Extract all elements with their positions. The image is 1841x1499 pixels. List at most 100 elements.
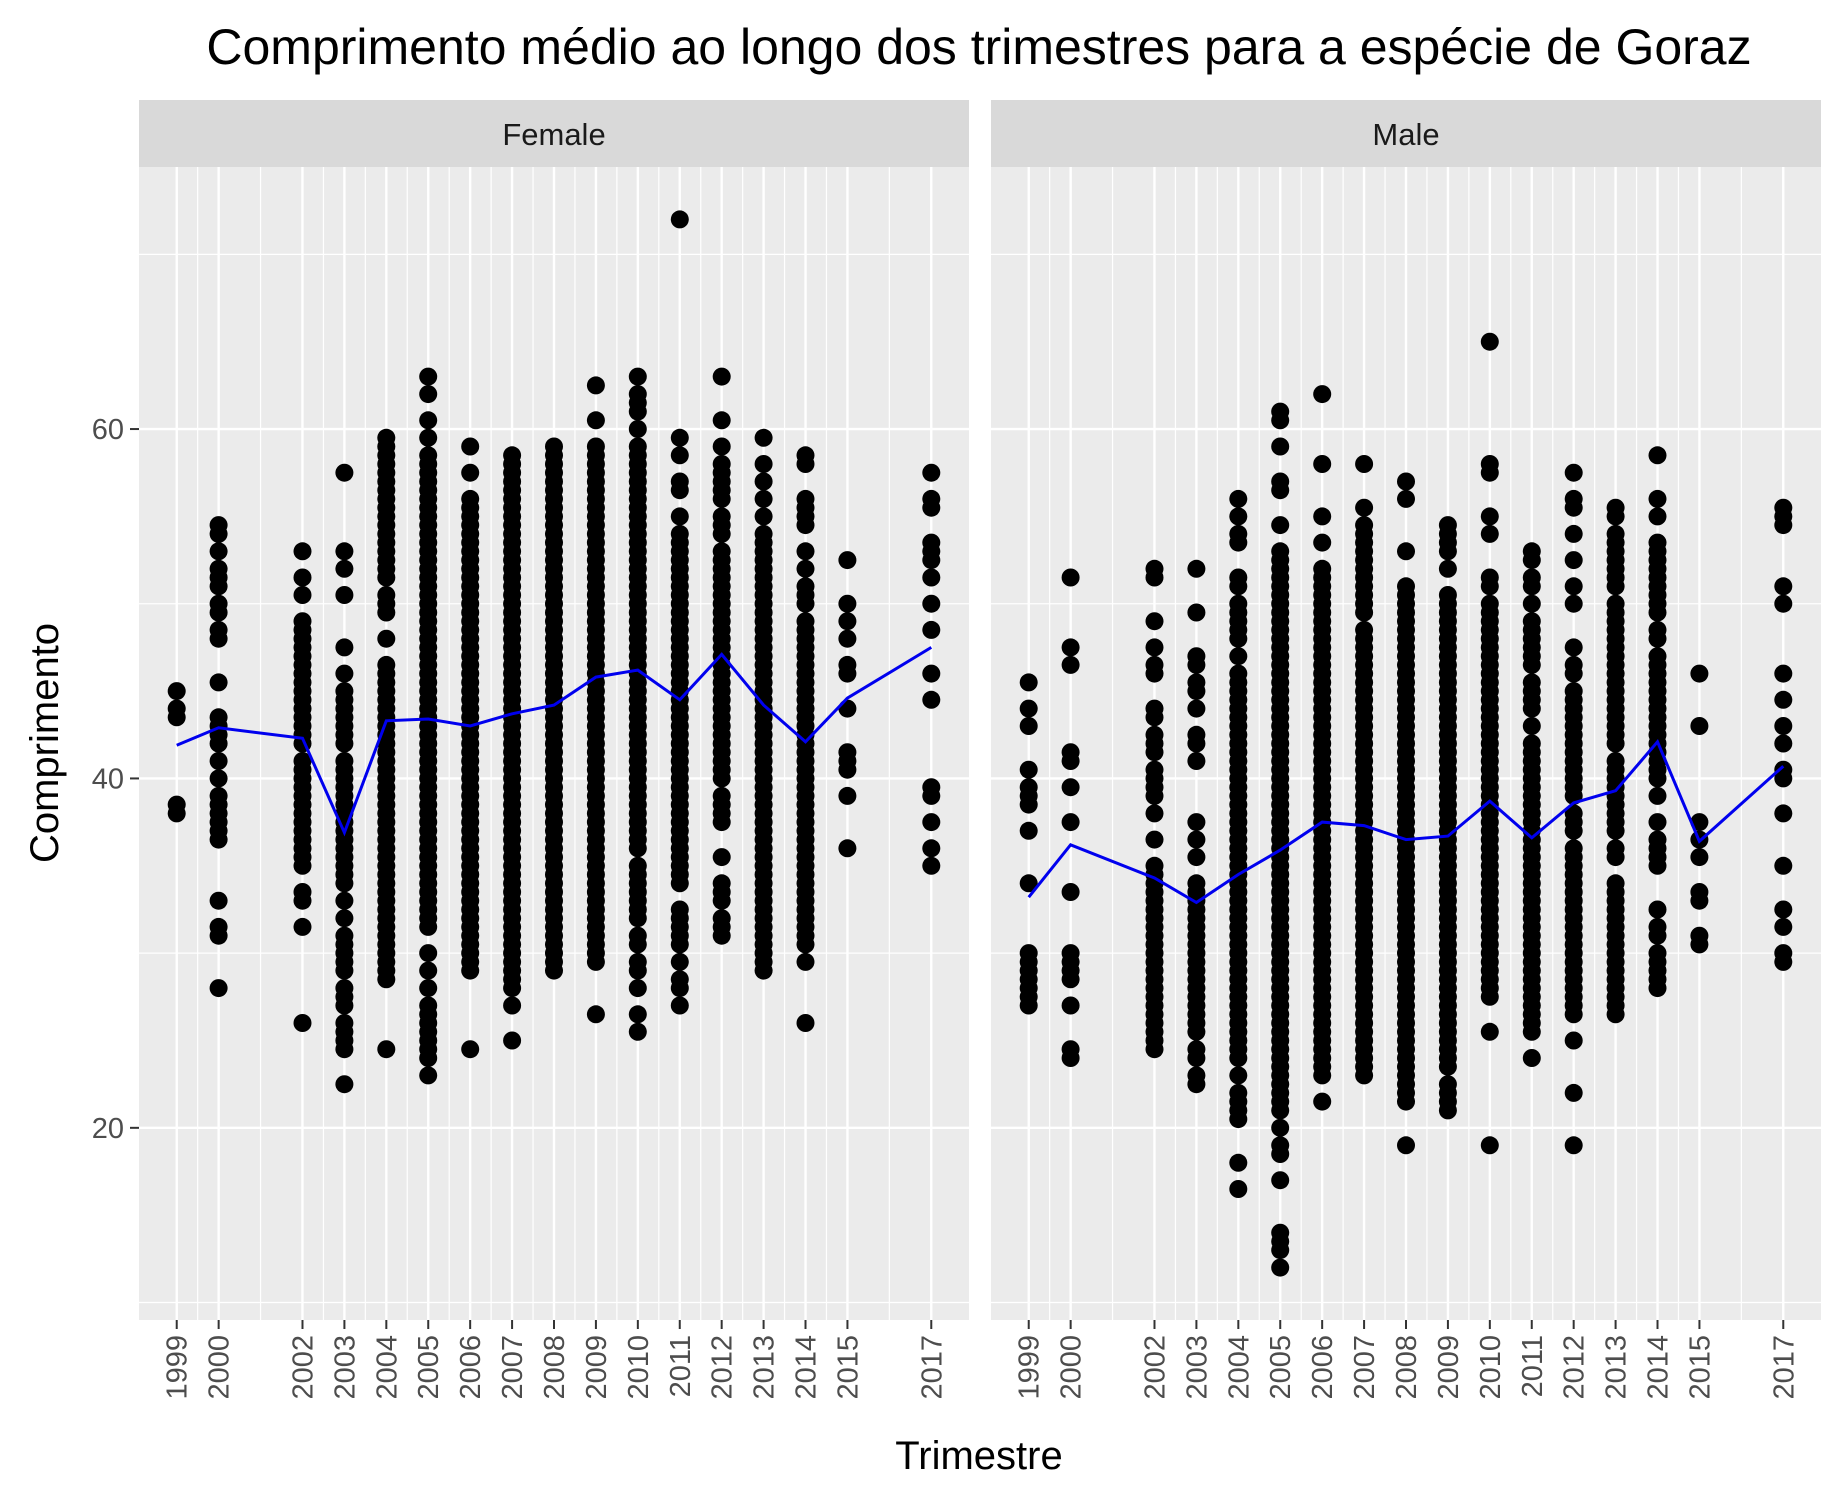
data-point (1774, 917, 1793, 936)
data-point (670, 524, 689, 543)
data-point (796, 612, 815, 631)
y-tick-label: 40 (92, 763, 124, 795)
data-point (838, 612, 857, 631)
data-point (1313, 455, 1332, 473)
data-point (1606, 498, 1625, 517)
data-point (838, 699, 857, 718)
data-point (838, 551, 857, 570)
data-point (377, 655, 396, 674)
data-point (419, 385, 438, 404)
data-point (1522, 734, 1541, 753)
data-point (838, 839, 857, 858)
data-point (1522, 542, 1541, 561)
data-point (1564, 655, 1583, 674)
data-point (1648, 917, 1667, 936)
data-point (1648, 446, 1667, 465)
data-point (628, 420, 647, 438)
data-point (922, 463, 941, 482)
data-point (754, 428, 773, 447)
data-point (335, 638, 354, 657)
x-axis-ticks: 1999 2000 2002 2003 2004 2005 2006 2007 2008 2009… (162, 1320, 948, 1400)
x-tick-label: 2011 (1517, 1335, 1549, 1397)
data-point (1187, 559, 1206, 578)
data-point (1648, 507, 1667, 526)
data-point (1480, 1136, 1499, 1155)
data-point (419, 996, 438, 1015)
data-point (1564, 551, 1583, 570)
data-point (1522, 568, 1541, 587)
data-point (293, 1014, 312, 1032)
facet-female: Female 1999 2000 2002 2003 2004 2005 2006 2007 2… (139, 100, 969, 1400)
x-tick-label: 2006 (455, 1335, 487, 1400)
data-point (293, 883, 312, 901)
data-point (1480, 568, 1499, 587)
data-point (754, 472, 773, 491)
data-point (293, 586, 312, 604)
mean-line-male (1027, 738, 1785, 905)
data-point (1187, 647, 1206, 666)
data-point (712, 848, 731, 867)
data-point (712, 437, 731, 456)
data-point (838, 786, 857, 805)
data-point (1438, 1075, 1457, 1094)
data-point (419, 446, 438, 465)
facet-label-female: Female (502, 117, 605, 152)
data-point (503, 996, 522, 1015)
data-point (335, 752, 354, 770)
data-point (1019, 821, 1038, 840)
data-point (1480, 524, 1499, 543)
data-point (922, 594, 941, 613)
data-point (1606, 594, 1625, 613)
data-point (628, 926, 647, 945)
data-point (1019, 778, 1038, 797)
x-tick-label: 2017 (916, 1335, 948, 1400)
data-point (377, 1040, 396, 1059)
data-point (1187, 699, 1206, 718)
data-point (670, 952, 689, 971)
data-point (1271, 1258, 1290, 1277)
data-point (1355, 620, 1374, 639)
data-point (1480, 1022, 1499, 1041)
data-point (419, 944, 438, 963)
x-tick-label: 2008 (1391, 1335, 1423, 1400)
data-point (1564, 804, 1583, 823)
data-point (461, 437, 480, 456)
data-point (461, 463, 480, 482)
data-point (1313, 559, 1332, 578)
data-point (922, 839, 941, 858)
data-point (1774, 577, 1793, 596)
x-tick-label: 2004 (1223, 1335, 1255, 1400)
data-point (209, 620, 228, 639)
data-point (1187, 830, 1206, 849)
data-point (1648, 620, 1667, 639)
x-tick-label: 2003 (329, 1335, 361, 1400)
x-tick-label: 2007 (1349, 1335, 1381, 1400)
data-point (712, 786, 731, 805)
data-point (754, 507, 773, 526)
data-point (1564, 1031, 1583, 1050)
data-point (796, 1014, 815, 1032)
data-point (1606, 752, 1625, 770)
y-axis: 20 40 60 (92, 414, 139, 1145)
data-point (335, 559, 354, 578)
data-point (712, 455, 731, 473)
data-point (1187, 673, 1206, 692)
data-point (1313, 385, 1332, 404)
data-point (335, 586, 354, 604)
x-tick-label: 2014 (791, 1335, 823, 1400)
data-point (1271, 1136, 1290, 1155)
chart-title: Comprimento médio ao longo dos trimestre… (206, 19, 1751, 75)
x-tick-label: 2012 (1559, 1335, 1591, 1400)
data-point (1480, 332, 1499, 351)
data-point (1564, 524, 1583, 543)
data-point (1690, 926, 1709, 945)
data-point (838, 629, 857, 648)
data-point (712, 411, 731, 430)
data-point (1648, 813, 1667, 832)
data-point (1271, 1223, 1290, 1242)
data-point (1564, 489, 1583, 508)
x-tick-label: 2007 (497, 1335, 529, 1400)
data-point (1061, 1040, 1080, 1059)
x-tick-label: 2000 (1056, 1335, 1088, 1400)
